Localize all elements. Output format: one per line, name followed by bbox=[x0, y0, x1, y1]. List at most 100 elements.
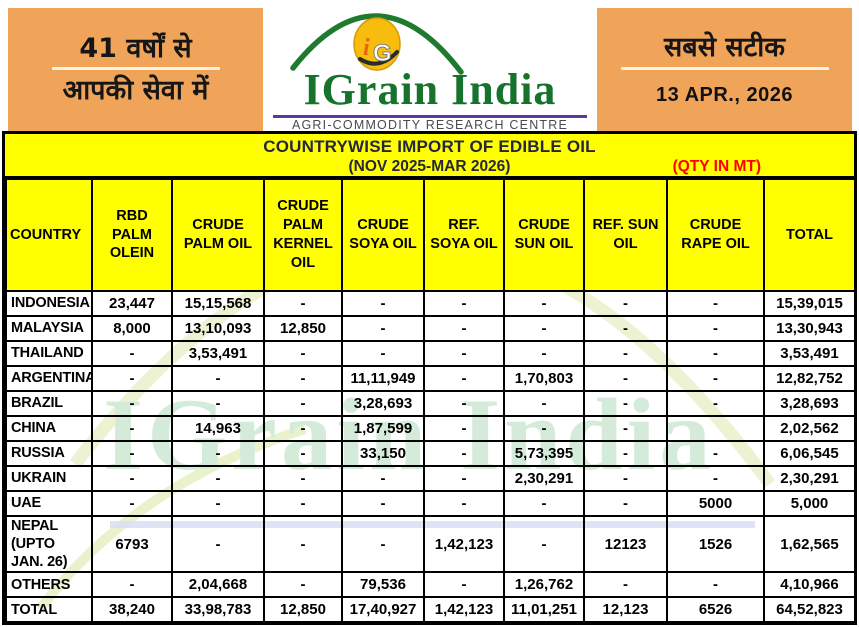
value-cell: 6,06,545 bbox=[763, 440, 854, 467]
country-cell: UKRAIN bbox=[5, 465, 93, 492]
value-cell: - bbox=[263, 440, 343, 467]
value-cell: - bbox=[263, 365, 343, 392]
value-cell: - bbox=[423, 290, 505, 317]
value-cell: 1526 bbox=[666, 514, 765, 574]
table-row: CHINA -14,963-1,87,599- - -2,02,562 bbox=[5, 415, 854, 442]
value-cell: - bbox=[91, 440, 173, 467]
value-cell: - bbox=[503, 290, 585, 317]
igrain-logo-icon: i G bbox=[290, 13, 464, 75]
value-cell: - bbox=[341, 340, 425, 367]
value-cell: 3,28,693 bbox=[763, 390, 854, 417]
value-cell: - bbox=[583, 365, 668, 392]
table-row: BRAZIL - - -3,28,693- - - -3,28,693 bbox=[5, 390, 854, 417]
value-cell: 1,26,762 bbox=[503, 571, 585, 599]
column-header-9: TOTAL bbox=[763, 178, 854, 292]
value-cell: - bbox=[91, 365, 173, 392]
value-cell: - bbox=[91, 571, 173, 599]
value-cell: 1,42,123 bbox=[423, 596, 505, 622]
column-header-8: CRUDE RAPE OIL bbox=[666, 178, 765, 292]
value-cell: - bbox=[503, 340, 585, 367]
value-cell: - bbox=[263, 465, 343, 492]
value-cell: - bbox=[423, 340, 505, 367]
country-cell: OTHERS bbox=[5, 571, 93, 599]
table-row: MALAYSIA 8,000 13,10,093 12,850- - - - -13,30,9… bbox=[5, 315, 854, 342]
value-cell: 1,87,599 bbox=[341, 415, 425, 442]
value-cell: 8,000 bbox=[91, 315, 173, 342]
report-date: 13 APR., 2026 bbox=[656, 83, 793, 106]
value-cell: - bbox=[583, 490, 668, 517]
value-cell: - bbox=[503, 514, 585, 574]
value-cell: - bbox=[503, 390, 585, 417]
value-cell: 2,04,668 bbox=[171, 571, 265, 599]
brand-tagline: AGRI-COMMODITY RESEARCH CENTRE bbox=[291, 118, 569, 132]
value-cell: 33,98,783 bbox=[171, 596, 265, 622]
value-cell: 11,11,949 bbox=[341, 365, 425, 392]
left-banner: 41 वर्षों से आपकी सेवा में bbox=[8, 8, 263, 131]
value-cell: 3,28,693 bbox=[341, 390, 425, 417]
value-cell: - bbox=[583, 571, 668, 599]
value-cell: 17,40,927 bbox=[341, 596, 425, 622]
value-cell: - bbox=[171, 365, 265, 392]
value-cell: - bbox=[503, 315, 585, 342]
value-cell: - bbox=[341, 315, 425, 342]
report-period: (NOV 2025-MAR 2026) bbox=[348, 158, 511, 175]
value-cell: - bbox=[583, 465, 668, 492]
left-banner-divider bbox=[51, 67, 220, 70]
value-cell: 12,82,752 bbox=[763, 365, 854, 392]
value-cell: - bbox=[423, 571, 505, 599]
header-row: COUNTRY RBD PALM OLEIN CRUDE PALM OIL CRUDE… bbox=[5, 178, 854, 292]
country-cell: RUSSIA bbox=[5, 440, 93, 467]
country-cell: MALAYSIA bbox=[5, 315, 93, 342]
value-cell: 64,52,823 bbox=[763, 596, 854, 622]
value-cell: 6526 bbox=[666, 596, 765, 622]
import-table-head: COUNTRY RBD PALM OLEIN CRUDE PALM OIL CRUDE… bbox=[5, 178, 854, 292]
value-cell: 2,02,562 bbox=[763, 415, 854, 442]
value-cell: - bbox=[666, 571, 765, 599]
table-row: UKRAIN - - - - -2,30,291- -2,30,291 bbox=[5, 465, 854, 492]
column-header-7: REF. SUN OIL bbox=[583, 178, 668, 292]
value-cell: - bbox=[583, 440, 668, 467]
brand-name: IGrain India bbox=[303, 65, 557, 114]
column-header-0: COUNTRY bbox=[5, 178, 93, 292]
value-cell: - bbox=[341, 490, 425, 517]
table-row: RUSSIA - - -33,150-5,73,395- -6,06,545 bbox=[5, 440, 854, 467]
value-cell: - bbox=[423, 315, 505, 342]
value-cell: - bbox=[423, 415, 505, 442]
value-cell: - bbox=[583, 390, 668, 417]
right-banner: सबसे सटीक 13 APR., 2026 bbox=[597, 8, 852, 131]
value-cell: - bbox=[91, 490, 173, 517]
report-title: COUNTRYWISE IMPORT OF EDIBLE OIL (NOV 20… bbox=[5, 134, 854, 178]
country-cell: UAE bbox=[5, 490, 93, 517]
value-cell: - bbox=[583, 340, 668, 367]
report-title-line1: COUNTRYWISE IMPORT OF EDIBLE OIL bbox=[263, 137, 596, 156]
value-cell: - bbox=[341, 465, 425, 492]
value-cell: - bbox=[341, 290, 425, 317]
value-cell: 13,10,093 bbox=[171, 315, 265, 342]
value-cell: - bbox=[171, 465, 265, 492]
column-header-5: REF. SOYA OIL bbox=[423, 178, 505, 292]
value-cell: - bbox=[583, 415, 668, 442]
value-cell: - bbox=[666, 315, 765, 342]
value-cell: 15,39,015 bbox=[763, 290, 854, 317]
table-row: TOTAL 38,240 33,98,783 12,850 17,40,927 1,42,… bbox=[5, 596, 854, 622]
value-cell: - bbox=[171, 440, 265, 467]
value-cell: 2,30,291 bbox=[503, 465, 585, 492]
column-header-3: CRUDE PALM KERNEL OIL bbox=[263, 178, 343, 292]
value-cell: 5,73,395 bbox=[503, 440, 585, 467]
brand-rule bbox=[273, 115, 587, 118]
value-cell: - bbox=[91, 390, 173, 417]
value-cell: - bbox=[263, 514, 343, 574]
country-cell: CHINA bbox=[5, 415, 93, 442]
table-row: NEPAL (UPTO JAN. 26) 6793- - -1,42,123-1212… bbox=[5, 514, 854, 574]
right-banner-divider bbox=[620, 66, 829, 70]
logo-area: i G IGrain India AGRI-COMMODITY RESEARCH… bbox=[263, 8, 597, 132]
country-cell: ARGENTINA bbox=[5, 365, 93, 392]
value-cell: 38,240 bbox=[91, 596, 173, 622]
value-cell: 1,70,803 bbox=[503, 365, 585, 392]
value-cell: - bbox=[423, 365, 505, 392]
import-table-body: INDONESIA 23,447 15,15,568- - - - - -15,39,015 M… bbox=[5, 290, 854, 622]
country-cell: INDONESIA bbox=[5, 290, 93, 317]
value-cell: 5,000 bbox=[763, 490, 854, 517]
svg-text:G: G bbox=[373, 40, 392, 67]
